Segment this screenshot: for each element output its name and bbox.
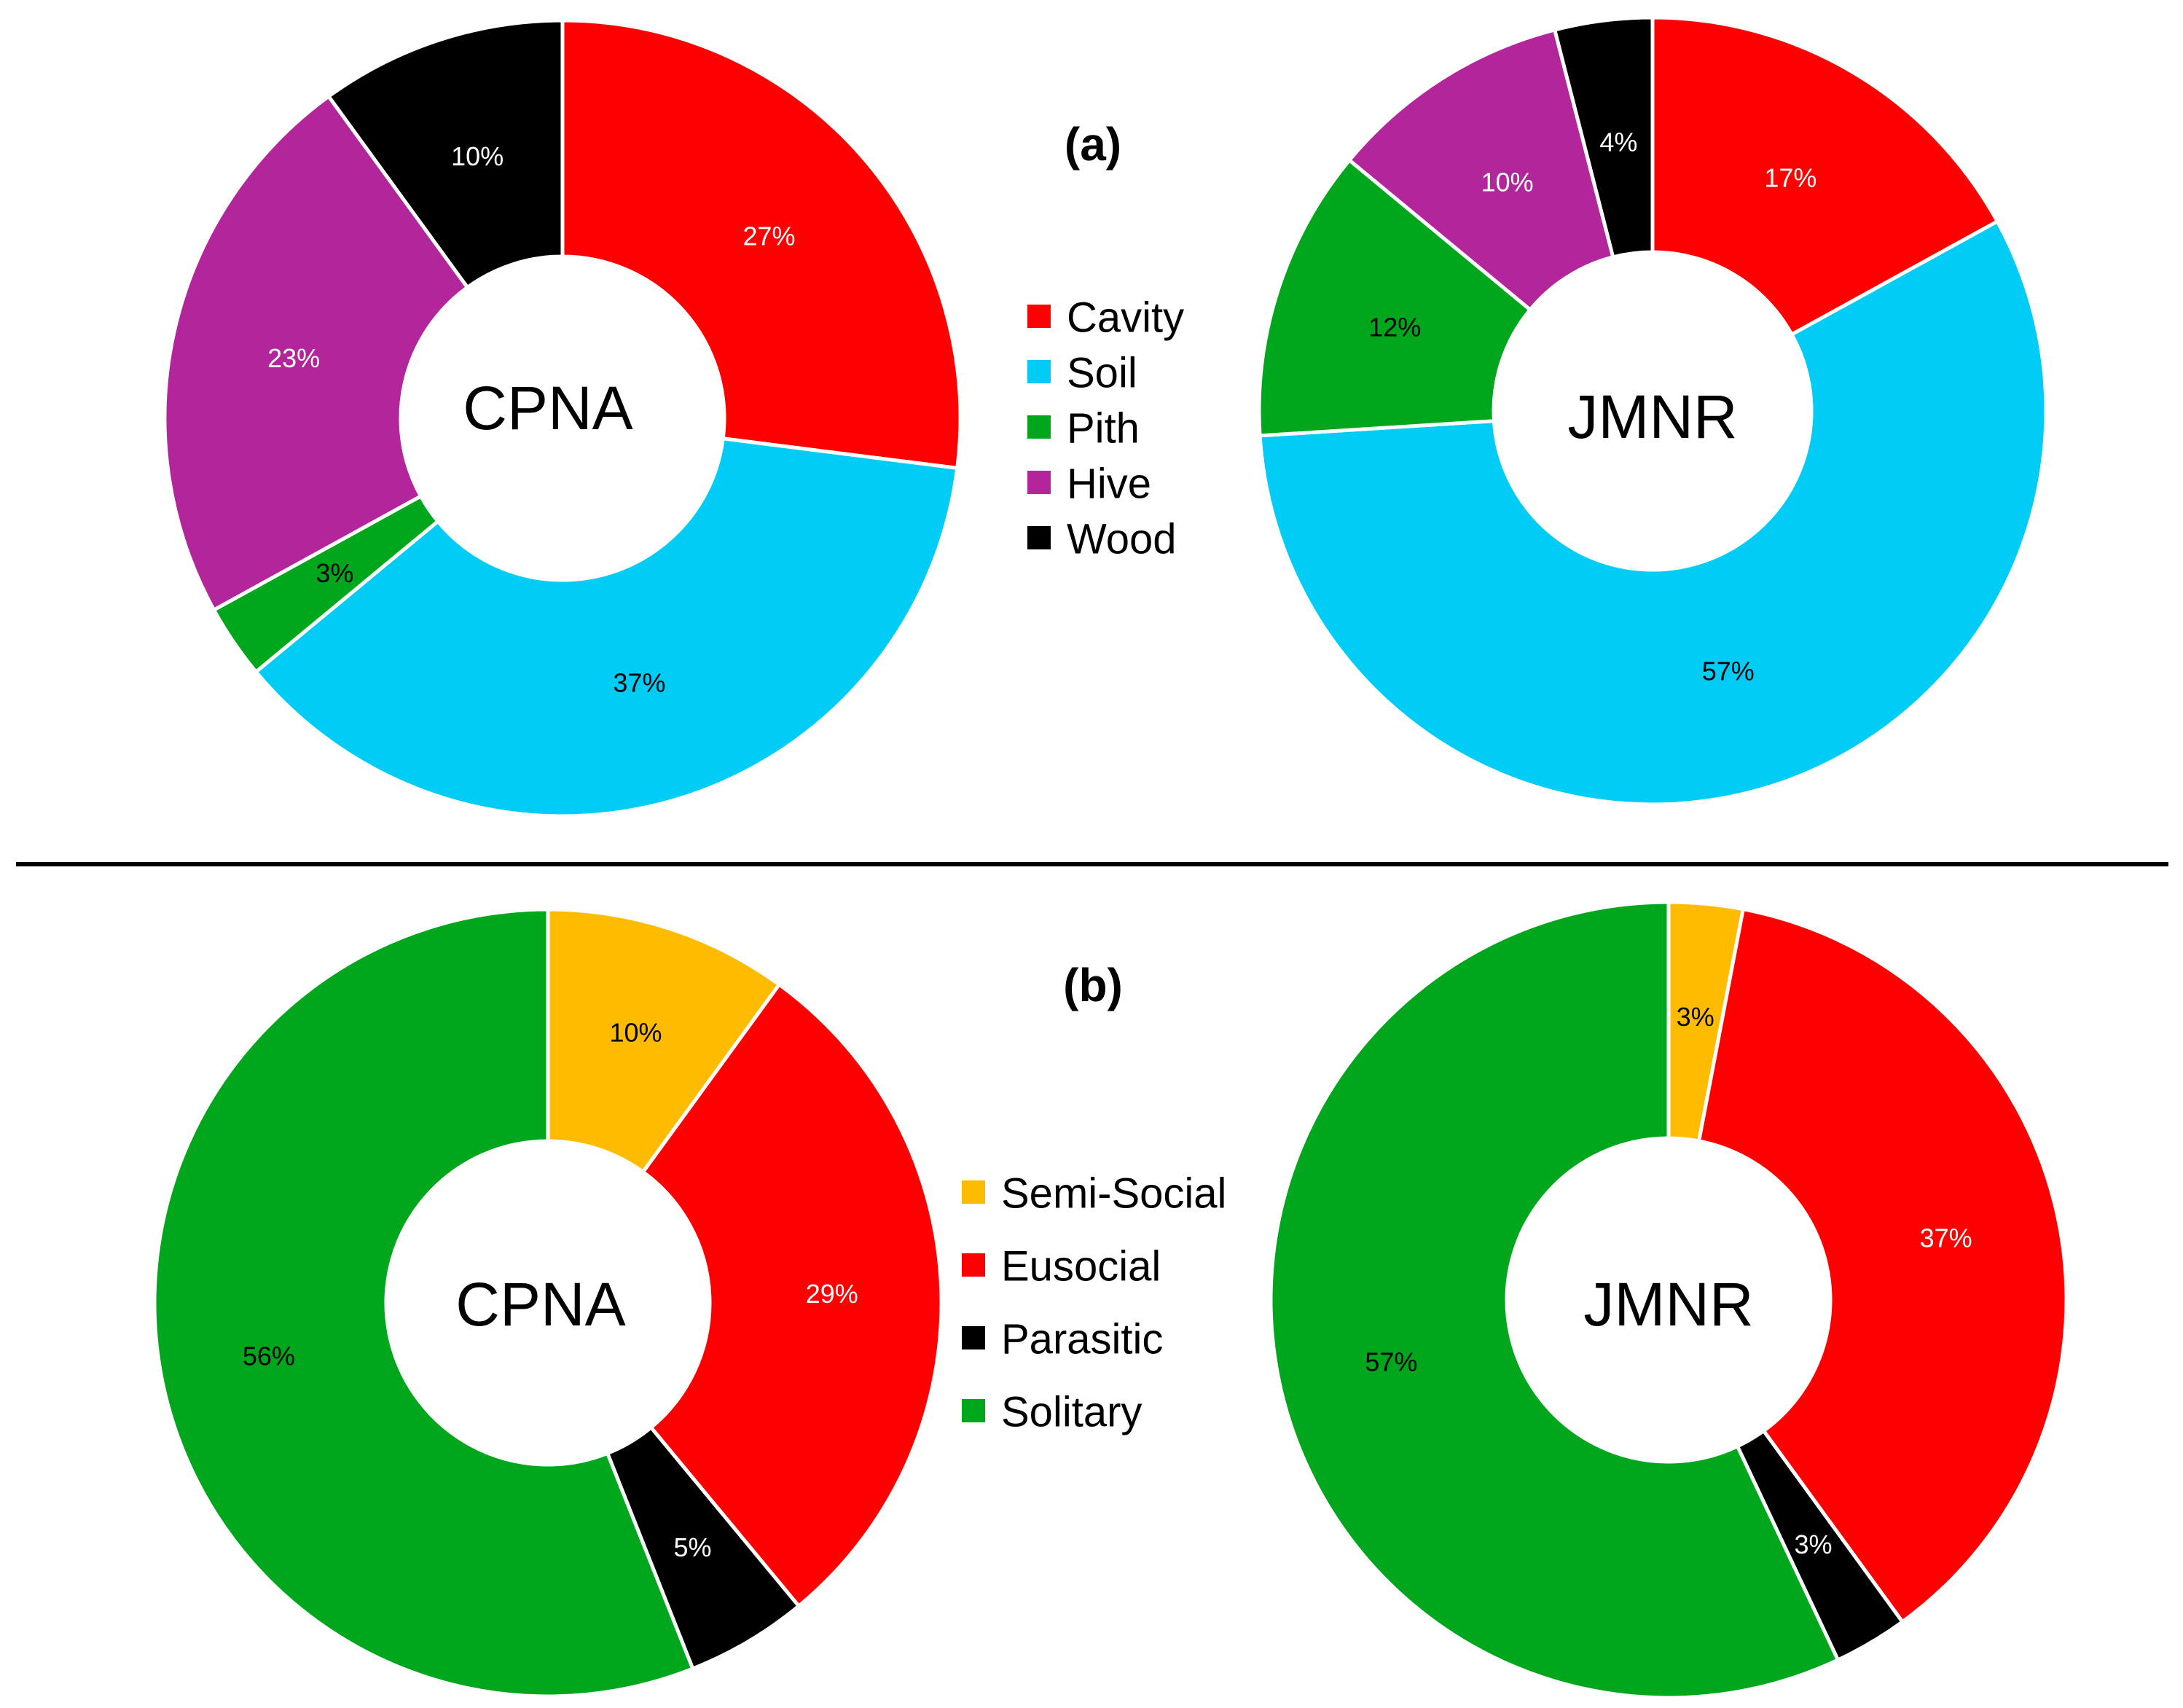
legend-a: Cavity Soil Pith Hive Wood xyxy=(1027,294,1184,563)
slice-label-b-jmnr-parasitic: 3% xyxy=(1795,1529,1833,1559)
legend-swatch-semi-social xyxy=(962,1180,985,1204)
donut-center-label-a-cpna: CPNA xyxy=(463,374,632,442)
slice-label-b-cpna-parasitic: 5% xyxy=(674,1532,712,1562)
slice-label-a-jmnr-wood: 4% xyxy=(1599,127,1637,157)
panel-label-b: (b) xyxy=(1063,959,1123,1011)
panel-label-a: (a) xyxy=(1065,118,1121,171)
legend-swatch-hive xyxy=(1027,471,1051,494)
slice-label-a-cpna-hive: 23% xyxy=(267,343,320,373)
legend-label-soil: Soil xyxy=(1067,350,1137,397)
slice-label-a-jmnr-pith: 12% xyxy=(1368,313,1421,342)
slice-label-a-cpna-soil: 37% xyxy=(613,667,665,697)
slice-label-b-cpna-eusocial: 29% xyxy=(806,1279,858,1309)
legend-swatch-pith xyxy=(1027,415,1051,439)
legend-label-pith: Pith xyxy=(1067,405,1140,453)
legend-b: Semi-Social Eusocial Parasitic Solitary xyxy=(962,1170,1226,1436)
donut-center-label-b-jmnr: JMNR xyxy=(1583,1270,1753,1339)
legend-item-semi-social: Semi-Social xyxy=(962,1170,1226,1218)
slice-label-b-jmnr-eusocial: 37% xyxy=(1920,1223,1972,1253)
legend-item-eusocial: Eusocial xyxy=(962,1243,1161,1290)
slice-label-a-cpna-wood: 10% xyxy=(451,141,503,171)
panel-b: 10% 29% 5% 56% 3% 37% 3% 57% CPNA JMNR (b) Sem… xyxy=(154,902,2066,1698)
legend-item-parasitic: Parasitic xyxy=(962,1316,1163,1363)
slice-label-a-cpna-pith: 3% xyxy=(316,558,353,588)
legend-swatch-eusocial xyxy=(962,1253,985,1277)
legend-item-hive: Hive xyxy=(1027,461,1151,508)
legend-item-solitary: Solitary xyxy=(962,1389,1142,1436)
slice-label-a-jmnr-soil: 57% xyxy=(1702,657,1755,686)
slice-label-b-cpna-solitary: 56% xyxy=(243,1341,295,1371)
legend-label-wood: Wood xyxy=(1067,516,1176,563)
legend-item-wood: Wood xyxy=(1027,516,1176,563)
legend-swatch-solitary xyxy=(962,1399,985,1422)
legend-label-cavity: Cavity xyxy=(1067,294,1184,342)
slice-label-b-cpna-semi-social: 10% xyxy=(609,1018,662,1048)
legend-item-cavity: Cavity xyxy=(1027,294,1184,342)
donut-center-label-b-cpna: CPNA xyxy=(455,1270,625,1339)
slice-label-a-jmnr-cavity: 17% xyxy=(1764,162,1816,192)
legend-label-eusocial: Eusocial xyxy=(1001,1243,1161,1290)
panel-a: 27%37%3%23%10% 17%57%12%10%4% CPNA JMNR … xyxy=(165,17,2046,816)
slice-label-b-jmnr-solitary: 57% xyxy=(1365,1347,1417,1377)
donut-center-label-a-jmnr: JMNR xyxy=(1567,383,1737,451)
legend-label-hive: Hive xyxy=(1067,461,1151,508)
slice-label-a-jmnr-hive: 10% xyxy=(1481,167,1534,197)
legend-label-semi-social: Semi-Social xyxy=(1001,1170,1226,1218)
legend-item-soil: Soil xyxy=(1027,350,1137,397)
legend-label-solitary: Solitary xyxy=(1001,1389,1142,1436)
legend-swatch-soil xyxy=(1027,360,1051,383)
legend-swatch-parasitic xyxy=(962,1326,985,1349)
legend-swatch-cavity xyxy=(1027,305,1051,328)
legend-label-parasitic: Parasitic xyxy=(1001,1316,1163,1363)
legend-swatch-wood xyxy=(1027,526,1051,549)
legend-item-pith: Pith xyxy=(1027,405,1140,453)
slice-label-b-jmnr-semi-social: 3% xyxy=(1677,1002,1714,1032)
figure: 27%37%3%23%10% 17%57%12%10%4% CPNA JMNR … xyxy=(0,0,2183,1708)
slice-label-a-cpna-cavity: 27% xyxy=(743,222,796,251)
